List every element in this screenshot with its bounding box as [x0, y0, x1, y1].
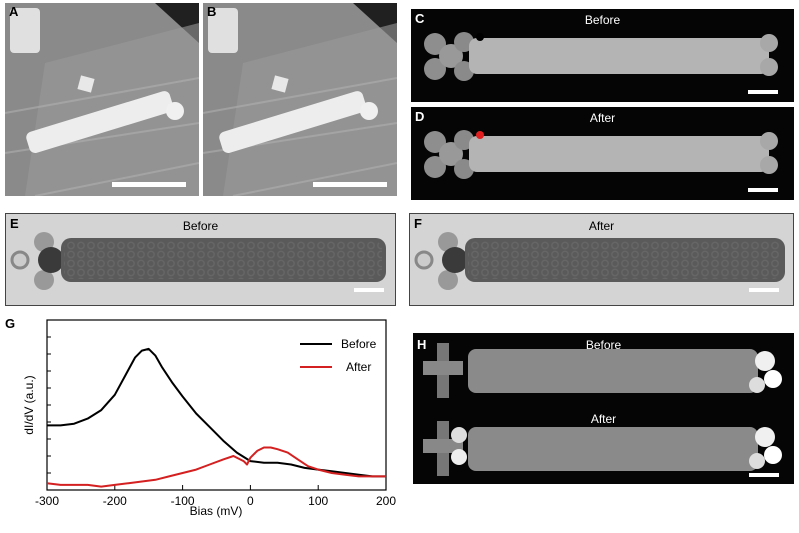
panel-h-label: H [417, 337, 427, 352]
legend-label-before: Before [341, 337, 377, 351]
panel-d: D After [411, 107, 794, 200]
series-line-after [46, 446, 386, 488]
x-tick-label: -200 [103, 494, 127, 508]
panel-b-scalebar [313, 182, 387, 187]
x-tick-label: 0 [247, 494, 254, 508]
chart-legend: Before After [300, 337, 377, 374]
chart-plot-frame [46, 319, 387, 491]
panel-d-marker [476, 131, 484, 139]
panel-b: B [203, 3, 397, 196]
x-tick-label: -100 [171, 494, 195, 508]
panel-h-caption-before: Before [585, 338, 622, 352]
panel-a: A [5, 3, 199, 196]
legend-label-after: After [346, 360, 371, 374]
panel-h-scalebar [749, 473, 779, 477]
panel-c: C Before [411, 9, 794, 102]
series-line-before [47, 347, 386, 478]
panel-f-scalebar [749, 288, 779, 292]
chart-xlabel: Bias (mV) [190, 504, 243, 518]
panel-f: F After [409, 213, 794, 306]
x-tick-label: -300 [35, 494, 59, 508]
panel-g: -300 -200 -100 0 100 200 Bias (mV) dI/dV (a.u… [0, 312, 400, 533]
panel-d-caption: After [589, 111, 616, 125]
panel-c-label: C [415, 11, 425, 26]
panel-h-caption-after: After [590, 412, 617, 426]
panel-e-scalebar [354, 288, 384, 292]
panel-c-marker [476, 33, 484, 41]
panel-e: E Before [5, 213, 396, 306]
panel-e-caption: Before [182, 219, 219, 233]
panel-h: H Before After [413, 333, 794, 484]
dIdV-chart: -300 -200 -100 0 100 200 Bias (mV) dI/dV (a.u… [22, 319, 396, 518]
x-tick-label: 100 [308, 494, 328, 508]
panel-e-label: E [10, 216, 19, 231]
panel-b-image [203, 3, 397, 196]
panel-c-caption: Before [584, 13, 621, 27]
panel-e-image [10, 232, 386, 290]
panel-b-label: B [207, 4, 217, 19]
panel-g-label: G [5, 316, 16, 331]
panel-f-image [414, 232, 785, 290]
panel-d-label: D [415, 109, 425, 124]
panel-d-image [424, 130, 778, 179]
panel-a-image [5, 3, 199, 196]
panel-c-image [424, 32, 778, 81]
panel-d-scalebar [748, 188, 778, 192]
chart-ylabel: dI/dV (a.u.) [22, 375, 36, 434]
x-tick-label: 200 [376, 494, 396, 508]
panel-a-scalebar [112, 182, 186, 187]
panel-a-label: A [9, 4, 19, 19]
panel-c-scalebar [748, 90, 778, 94]
panel-f-label: F [414, 216, 422, 231]
panel-f-caption: After [588, 219, 615, 233]
panel-h-image [423, 343, 782, 476]
